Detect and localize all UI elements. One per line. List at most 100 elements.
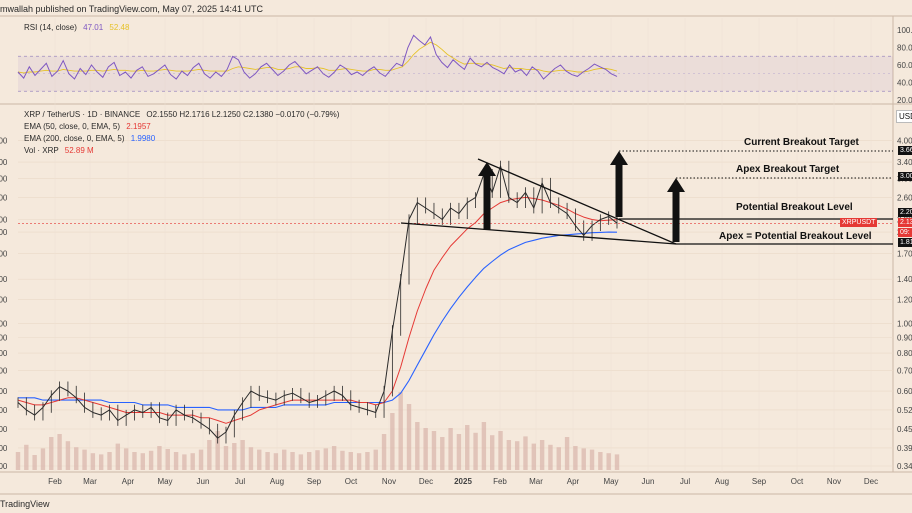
volume-bar [490, 435, 495, 470]
volume-bar [398, 392, 403, 470]
rsi-tick-label: 60.00 [897, 61, 912, 70]
time-tick-label: Mar [529, 477, 543, 486]
time-tick-label: Dec [419, 477, 433, 486]
price-tick-label: 0.70 [897, 367, 912, 376]
left-price-tick-label: 000 [0, 193, 8, 202]
volume-bar [40, 448, 46, 470]
volume-bar [248, 447, 254, 470]
volume-bar [15, 452, 21, 470]
price-tick-label: 0.34 [897, 462, 912, 471]
volume-bar [65, 441, 71, 470]
volume-bar [190, 453, 195, 470]
price-tick-label: 0.60 [897, 387, 912, 396]
left-price-tick-label: 000 [0, 137, 8, 146]
left-price-tick-label: 000 [0, 406, 8, 415]
volume-bar [49, 437, 54, 470]
symbol-name[interactable]: XRP / TetherUS · 1D · BINANCE [24, 110, 141, 119]
price-tag-2-20: 2.20 [898, 208, 912, 217]
volume-bar [498, 431, 503, 470]
price-tick-label: 1.20 [897, 296, 912, 305]
ema200-legend: EMA (200, close, 0, EMA, 5) 1.9980 [24, 134, 155, 143]
volume-bar [573, 446, 578, 470]
left-price-tick-label: 000 [0, 349, 8, 358]
price-tick-label: 1.00 [897, 320, 912, 329]
volume-label[interactable]: Vol · XRP [24, 146, 59, 155]
left-price-tick-label: 000 [0, 250, 8, 259]
rsi-ma-legend-value: 52.48 [109, 23, 130, 32]
volume-bar [481, 422, 487, 470]
left-price-tick-label: 000 [0, 296, 8, 305]
time-tick-label: May [603, 477, 618, 486]
volume-bar [82, 449, 87, 470]
volume-bar [331, 446, 337, 470]
price-tag-3-66: 3.66 [898, 146, 912, 155]
time-tick-label: Oct [345, 477, 358, 486]
time-tick-label: Jul [235, 477, 245, 486]
volume-bar [448, 428, 453, 470]
symbol-price-label: XRPUSDT [840, 218, 878, 227]
price-tick-label: 3.40 [897, 158, 912, 167]
rsi-tick-label: 80.00 [897, 44, 912, 53]
ema200-label[interactable]: EMA (200, close, 0, EMA, 5) [24, 134, 125, 143]
volume-bar [415, 422, 420, 470]
volume-bar [539, 440, 545, 470]
price-line [17, 165, 618, 439]
volume-bar [348, 452, 353, 470]
upper-trendline [477, 158, 677, 245]
volume-bar [140, 453, 145, 470]
volume-bar [240, 440, 245, 470]
ema50-value: 2.1957 [126, 122, 151, 131]
volume-bar [90, 453, 96, 470]
volume-bar [98, 454, 104, 470]
volume-bar [57, 434, 62, 470]
volume-bar [265, 452, 270, 470]
volume-bar [323, 448, 329, 470]
price-tick-label: 0.45 [897, 425, 912, 434]
volume-value: 52.89 M [64, 146, 94, 155]
current-price-tag: 2.13 [898, 218, 912, 227]
left-price-tick-label: 000 [0, 216, 8, 225]
price-tick-label: 0.52 [897, 406, 912, 415]
price-tag-1-81: 1.81 [898, 238, 912, 247]
time-tick-label: Nov [827, 477, 841, 486]
rsi-legend-value: 47.01 [83, 23, 104, 32]
volume-bar [531, 443, 537, 470]
volume-bar [74, 447, 79, 470]
price-tick-label: 4.00 [897, 137, 912, 146]
ema200-value: 1.9980 [130, 134, 156, 143]
volume-bar [614, 454, 620, 470]
volume-bar [390, 413, 395, 470]
volume-bar [215, 431, 220, 470]
rsi-tick-label: 20.00 [897, 96, 912, 105]
time-tick-label: Dec [864, 477, 878, 486]
volume-bar [282, 449, 287, 470]
ohlc-values: O2.1550 H2.1716 L2.1250 C2.1380 −0.0170 … [146, 110, 340, 119]
volume-bar [115, 443, 121, 470]
volume-bar [564, 437, 570, 470]
symbol-legend: XRP / TetherUS · 1D · BINANCE O2.1550 H2… [24, 110, 339, 119]
left-price-tick-label: 000 [0, 387, 8, 396]
ema50-label[interactable]: EMA (50, close, 0, EMA, 5) [24, 122, 121, 131]
left-price-tick-label: 000 [0, 320, 8, 329]
volume-bar [157, 446, 162, 470]
volume-bar [473, 432, 478, 470]
volume-bar [198, 449, 204, 470]
price-tick-label: 1.40 [897, 275, 912, 284]
volume-bar [440, 437, 445, 470]
left-price-tick-label: 000 [0, 333, 8, 342]
volume-bar [406, 404, 412, 470]
volume-bar [514, 441, 520, 470]
currency-button[interactable]: USD [896, 110, 912, 123]
volume-bar [32, 455, 37, 470]
volume-bar [365, 452, 370, 470]
tradingview-logo-text: TradingView [0, 499, 50, 509]
volume-bar [506, 440, 512, 470]
apex-target-arrow [667, 178, 685, 242]
volume-bar [423, 428, 428, 470]
volume-bar [548, 444, 553, 470]
annotation-current-breakout-target: Current Breakout Target [744, 137, 859, 148]
volume-bar [165, 449, 170, 470]
price-tick-label: 1.70 [897, 250, 912, 259]
volume-bar [606, 453, 611, 470]
